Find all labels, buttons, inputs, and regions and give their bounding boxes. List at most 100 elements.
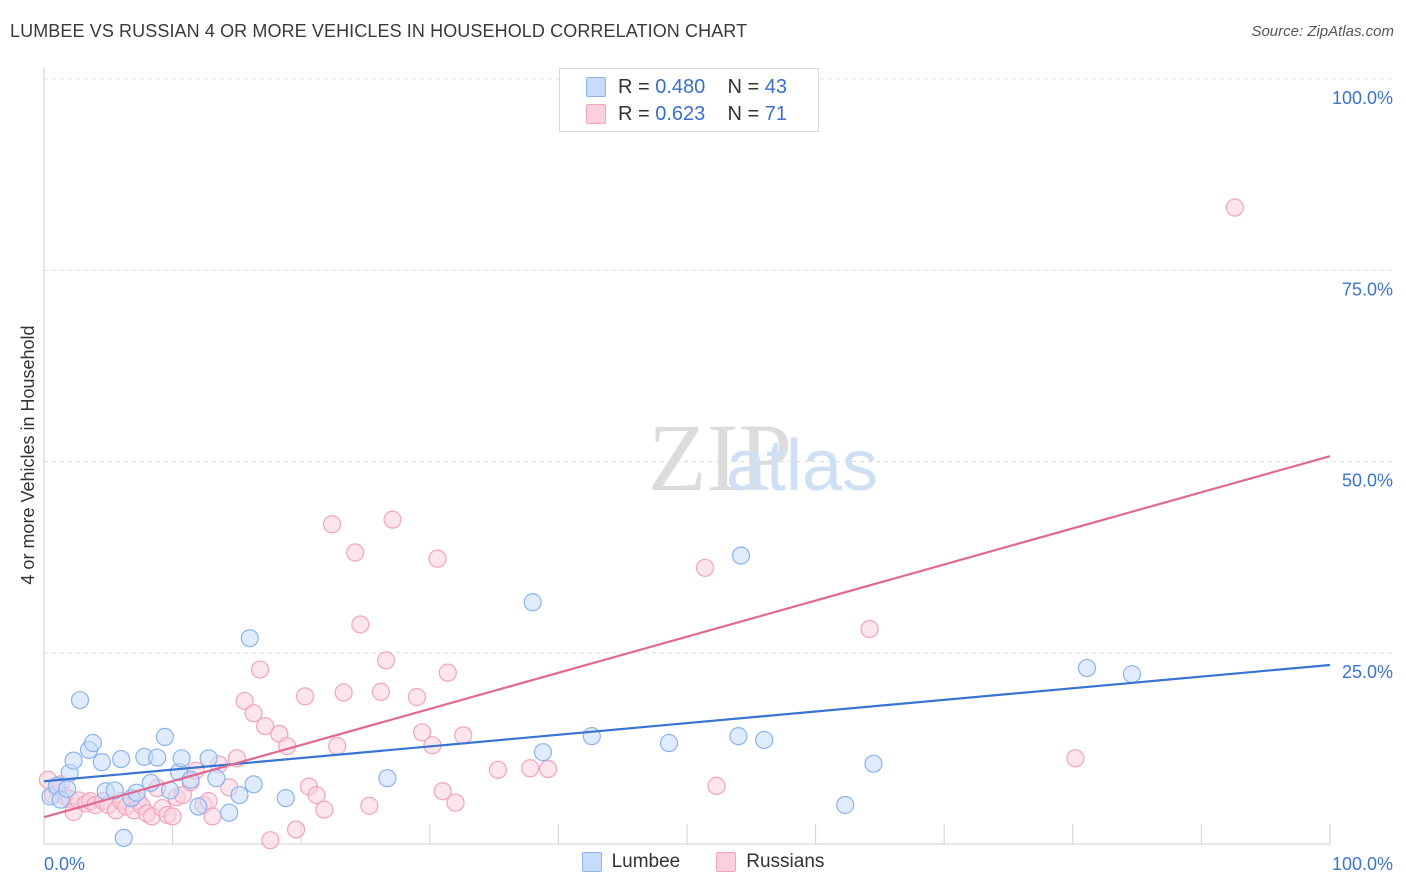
- stats-n-label: N =: [727, 102, 760, 125]
- lumbee-point: [276, 788, 295, 808]
- lumbee-point: [207, 769, 226, 788]
- russians-point: [277, 736, 297, 756]
- stats-r-label: R =: [618, 102, 650, 125]
- lumbee-point: [230, 785, 249, 805]
- russians-point: [371, 682, 391, 701]
- russians-point: [315, 800, 334, 819]
- russians-point: [235, 691, 254, 711]
- axes: [43, 68, 1331, 845]
- legend-swatch-russians: [716, 852, 737, 872]
- data-points: [38, 198, 1244, 850]
- russians-point: [433, 782, 452, 801]
- russians-point: [488, 760, 508, 779]
- russians-point: [328, 736, 347, 756]
- chart-title: LUMBEE VS RUSSIAN 4 OR MORE VEHICLES IN …: [10, 21, 748, 41]
- lumbee-point: [148, 748, 167, 767]
- lumbee-point: [864, 754, 883, 773]
- russians-point: [407, 688, 427, 707]
- russians-trend-line: [43, 455, 1331, 819]
- watermark-zip: ZIP: [648, 404, 792, 511]
- russians-point: [376, 651, 396, 670]
- russians-point: [428, 549, 447, 568]
- legend-label-lumbee: Lumbee: [611, 851, 681, 872]
- russians-point: [438, 663, 457, 682]
- russians-point: [383, 510, 402, 529]
- watermark-atlas: atlas: [726, 426, 878, 506]
- lumbee-point: [533, 743, 553, 762]
- russians-point: [244, 704, 263, 723]
- lumbee-point: [244, 775, 263, 794]
- russians-point: [521, 759, 540, 778]
- stats-swatch-russians: [586, 104, 606, 124]
- stats-legend: R = 0.480 N = 43 R = 0.623 N = 71: [559, 68, 819, 132]
- lumbee-point: [114, 828, 133, 847]
- russians-point: [261, 831, 280, 850]
- y-tick-label: 75.0%: [1342, 279, 1393, 299]
- stats-r-value: 0.623: [655, 102, 706, 125]
- stats-n-value: 71: [764, 102, 788, 125]
- lumbee-point: [70, 691, 90, 710]
- russians-point: [295, 687, 315, 706]
- russians-point: [286, 820, 306, 839]
- russians-point: [346, 543, 365, 562]
- russians-point: [360, 796, 379, 815]
- lumbee-point: [105, 781, 124, 800]
- lumbee-point: [755, 730, 774, 750]
- russians-point: [1066, 749, 1085, 768]
- y-axis-label: 4 or more Vehicles in Household: [18, 325, 38, 584]
- stats-n-value: 43: [764, 75, 788, 98]
- stats-n-label: N =: [727, 75, 760, 98]
- lumbee-point: [378, 769, 397, 788]
- russians-point: [446, 793, 465, 812]
- stats-r-value: 0.480: [655, 75, 706, 98]
- tick-labels: 25.0% 50.0% 75.0% 100.0% 0.0% 100.0%: [44, 88, 1393, 874]
- russians-point: [539, 759, 558, 779]
- chart-legend: Lumbee Russians: [0, 851, 1406, 873]
- lumbee-point: [523, 593, 542, 612]
- legend-label-russians: Russians: [746, 851, 825, 872]
- lumbee-point: [1077, 658, 1097, 678]
- russians-point: [860, 619, 879, 639]
- y-tick-label: 100.0%: [1332, 88, 1393, 108]
- lumbee-point: [92, 753, 111, 772]
- lumbee-point: [220, 803, 239, 822]
- x-tick-label: 100.0%: [1332, 854, 1393, 874]
- russians-point: [707, 776, 726, 795]
- lumbee-point: [112, 749, 131, 769]
- lumbee-point: [189, 797, 208, 816]
- russians-point: [454, 726, 473, 745]
- gridlines: [44, 78, 1392, 654]
- y-tick-label: 50.0%: [1342, 471, 1393, 491]
- source-label: Source: ZipAtlas.com: [1251, 23, 1394, 40]
- lumbee-point: [659, 733, 679, 753]
- legend-swatch-lumbee: [581, 852, 602, 872]
- russians-point: [250, 660, 270, 679]
- trend-lines: [43, 455, 1331, 819]
- russians-point: [322, 515, 342, 534]
- lumbee-point: [64, 751, 83, 770]
- lumbee-point: [729, 727, 748, 746]
- lumbee-point: [731, 546, 751, 565]
- lumbee-trend-line: [43, 663, 1331, 783]
- russians-point: [1225, 198, 1244, 217]
- russians-point: [334, 683, 353, 702]
- russians-point: [163, 807, 182, 826]
- lumbee-point: [155, 727, 174, 747]
- lumbee-point: [836, 795, 855, 815]
- russians-point: [351, 615, 370, 634]
- russians-point: [307, 785, 326, 805]
- russians-point: [256, 717, 275, 736]
- stats-swatch-lumbee: [586, 77, 606, 97]
- stats-r-label: R =: [618, 75, 650, 98]
- lumbee-point: [1122, 665, 1142, 684]
- y-tick-label: 25.0%: [1342, 662, 1393, 682]
- lumbee-point: [199, 749, 218, 768]
- russians-point: [695, 558, 715, 577]
- russians-point: [203, 807, 222, 826]
- legend-item-russians[interactable]: Russians: [716, 851, 824, 873]
- lumbee-point: [172, 749, 191, 768]
- lumbee-point: [83, 733, 102, 753]
- legend-item-lumbee[interactable]: Lumbee: [581, 851, 681, 873]
- lumbee-point: [58, 779, 77, 799]
